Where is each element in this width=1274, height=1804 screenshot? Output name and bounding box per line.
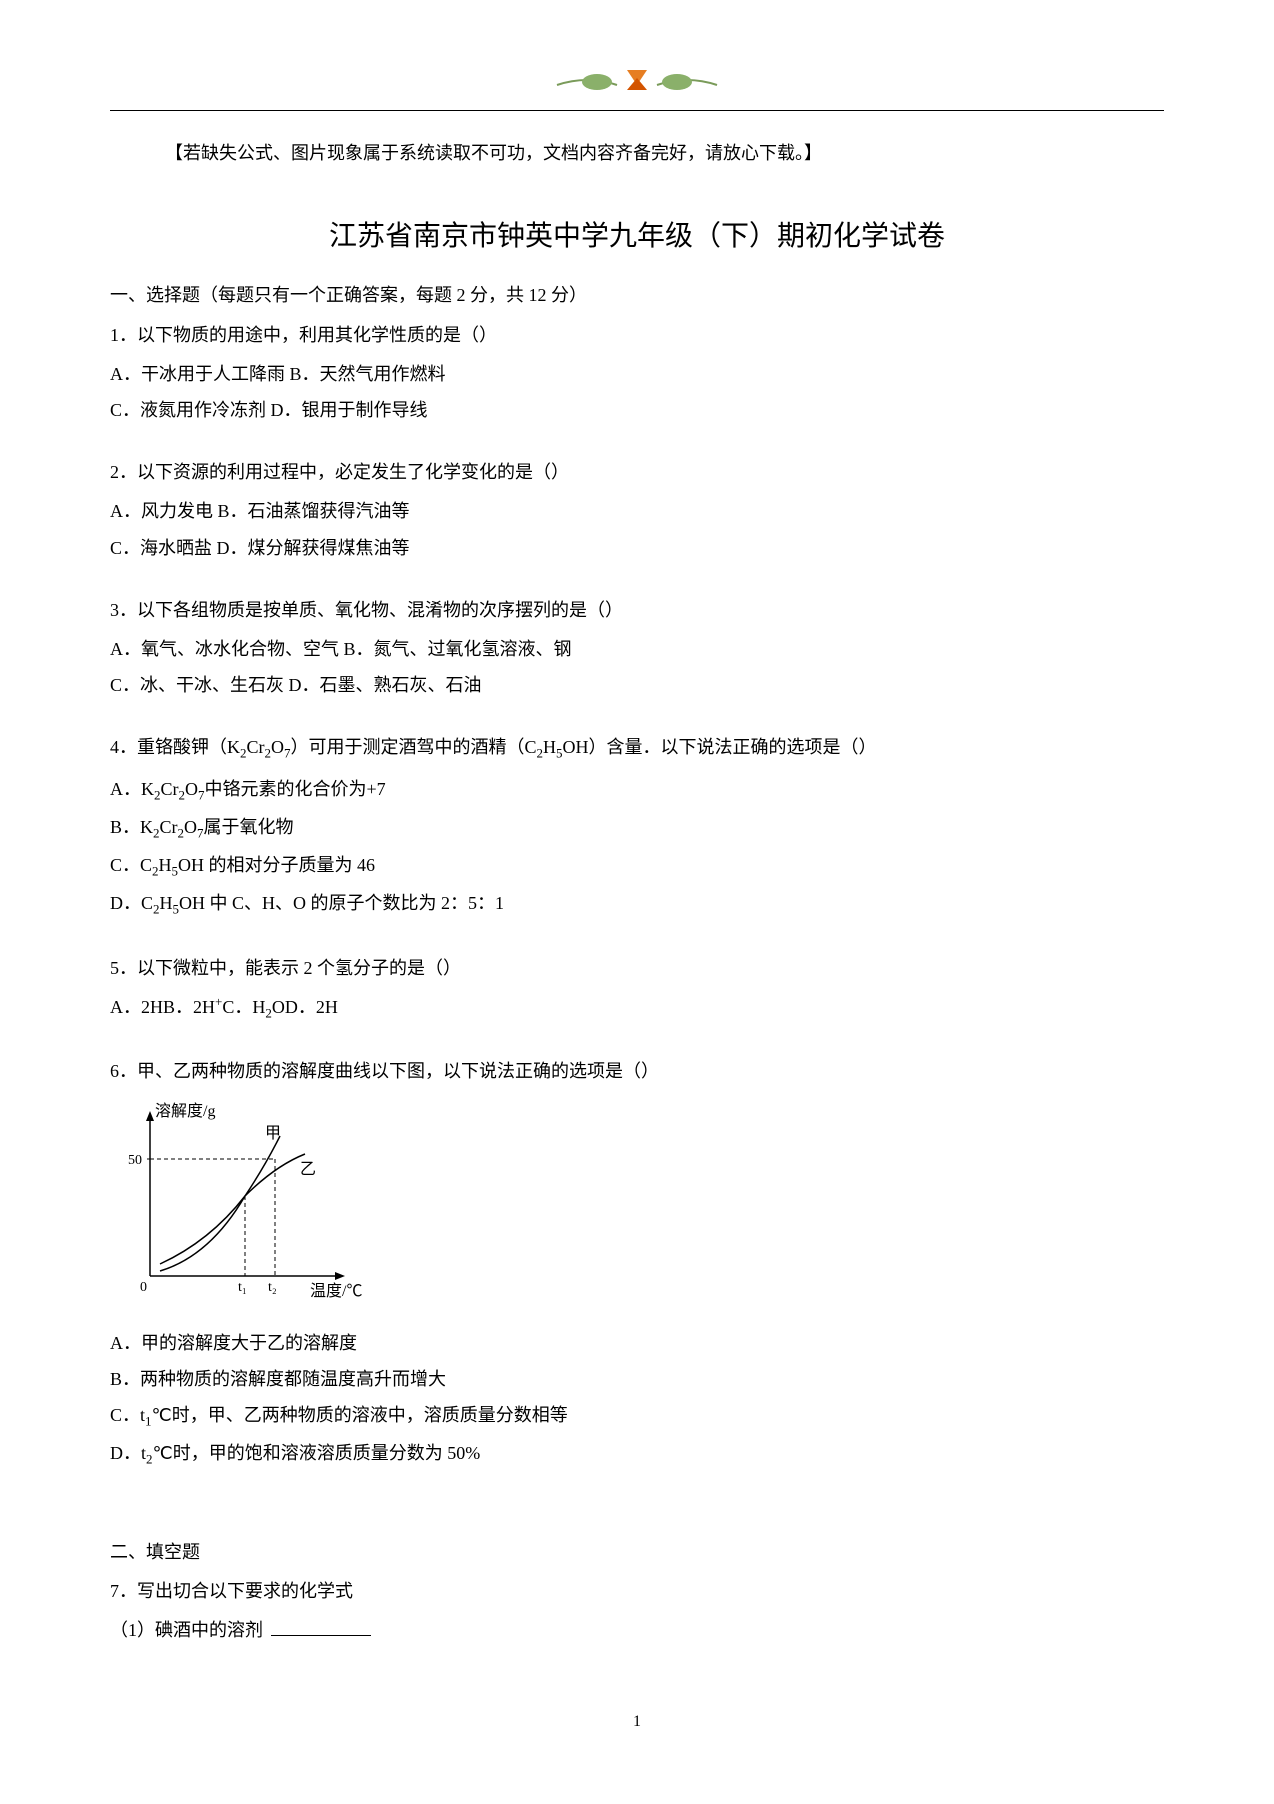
question-3: 3．以下各组物质是按单质、氧化物、混淆物的次序摆列的是（） A．氧气、冰水化合物… xyxy=(110,593,1164,703)
q6-opt-a: A．甲的溶解度大于乙的溶解度 xyxy=(110,1326,1164,1360)
document-title: 江苏省南京市钟英中学九年级（下）期初化学试卷 xyxy=(110,210,1164,263)
q4-opt-b: B．K2Cr2O7属于氧化物 xyxy=(110,810,1164,846)
chart-line2-label: 乙 xyxy=(300,1161,316,1178)
chart-xlabel: 温度/℃ xyxy=(310,1282,362,1300)
q3-opt-ab: A．氧气、冰水化合物、空气 B．氮气、过氧化氢溶液、钢 xyxy=(110,632,1164,666)
q3-opt-cd: C．冰、干冰、生石灰 D．石墨、熟石灰、石油 xyxy=(110,668,1164,702)
header-border xyxy=(110,110,1164,111)
decoration-svg xyxy=(537,60,737,100)
q6-opt-c: C．t1℃时，甲、乙两种物质的溶液中，溶质质量分数相等 xyxy=(110,1398,1164,1434)
blank-fill xyxy=(271,1618,371,1636)
q6-opt-b: B．两种物质的溶解度都随温度高升而增大 xyxy=(110,1362,1164,1396)
q4-opt-a: A．K2Cr2O7中铬元素的化合价为+7 xyxy=(110,772,1164,808)
q3-stem: 3．以下各组物质是按单质、氧化物、混淆物的次序摆列的是（） xyxy=(110,593,1164,627)
chart-ytick: 50 xyxy=(128,1153,142,1168)
solubility-chart: 溶解度/g 温度/℃ 0 50 t₁ t₂ 甲 乙 xyxy=(110,1096,1164,1317)
q6-stem: 6．甲、乙两种物质的溶解度曲线以下图，以下说法正确的选项是（） xyxy=(110,1054,1164,1088)
chart-origin: 0 xyxy=(140,1280,147,1295)
q1-opt-ab: A．干冰用于人工降雨 B．天然气用作燃料 xyxy=(110,357,1164,391)
q4-opt-c: C．C2H5OH 的相对分子质量为 46 xyxy=(110,848,1164,884)
q2-stem: 2．以下资源的利用过程中，必定发生了化学变化的是（） xyxy=(110,455,1164,489)
q7-stem: 7．写出切合以下要求的化学式 xyxy=(110,1574,1164,1608)
q4-stem: 4．重铬酸钾（K2Cr2O7）可用于测定酒驾中的酒精（C2H5OH）含量．以下说… xyxy=(110,730,1164,766)
question-4: 4．重铬酸钾（K2Cr2O7）可用于测定酒驾中的酒精（C2H5OH）含量．以下说… xyxy=(110,730,1164,922)
q1-stem: 1．以下物质的用途中，利用其化学性质的是（） xyxy=(110,318,1164,352)
question-1: 1．以下物质的用途中，利用其化学性质的是（） A．干冰用于人工降雨 B．天然气用… xyxy=(110,318,1164,428)
q7-sub1: （1）碘酒中的溶剂 xyxy=(110,1613,1164,1647)
chart-line1-label: 甲 xyxy=(265,1125,281,1142)
notice-text: 【若缺失公式、图片现象属于系统读取不可功，文档内容齐备完好，请放心下载。】 xyxy=(110,136,1164,170)
header-decoration xyxy=(110,60,1164,100)
section2-header: 二、填空题 xyxy=(110,1535,1164,1569)
question-2: 2．以下资源的利用过程中，必定发生了化学变化的是（） A．风力发电 B．石油蒸馏… xyxy=(110,455,1164,565)
question-5: 5．以下微粒中，能表示 2 个氢分子的是（） A．2HB．2H+C．H2OD．2… xyxy=(110,951,1164,1026)
q2-opt-ab: A．风力发电 B．石油蒸馏获得汽油等 xyxy=(110,494,1164,528)
question-6: 6．甲、乙两种物质的溶解度曲线以下图，以下说法正确的选项是（） 溶解度/g 温度… xyxy=(110,1054,1164,1472)
chart-ylabel: 溶解度/g xyxy=(155,1102,215,1120)
q2-opt-cd: C．海水晒盐 D．煤分解获得煤焦油等 xyxy=(110,531,1164,565)
q5-stem: 5．以下微粒中，能表示 2 个氢分子的是（） xyxy=(110,951,1164,985)
chart-xtick1: t₁ xyxy=(238,1280,247,1295)
section1-header: 一、选择题（每题只有一个正确答案，每题 2 分，共 12 分） xyxy=(110,278,1164,312)
page-number: 1 xyxy=(110,1707,1164,1737)
q6-opt-d: D．t2℃时，甲的饱和溶液溶质质量分数为 50% xyxy=(110,1436,1164,1472)
q5-opts: A．2HB．2H+C．H2OD．2H xyxy=(110,990,1164,1026)
q4-opt-d: D．C2H5OH 中 C、H、O 的原子个数比为 2：5：1 xyxy=(110,886,1164,922)
q1-opt-cd: C．液氮用作冷冻剂 D．银用于制作导线 xyxy=(110,393,1164,427)
chart-svg: 溶解度/g 温度/℃ 0 50 t₁ t₂ 甲 乙 xyxy=(110,1096,370,1306)
chart-xtick2: t₂ xyxy=(268,1280,277,1295)
